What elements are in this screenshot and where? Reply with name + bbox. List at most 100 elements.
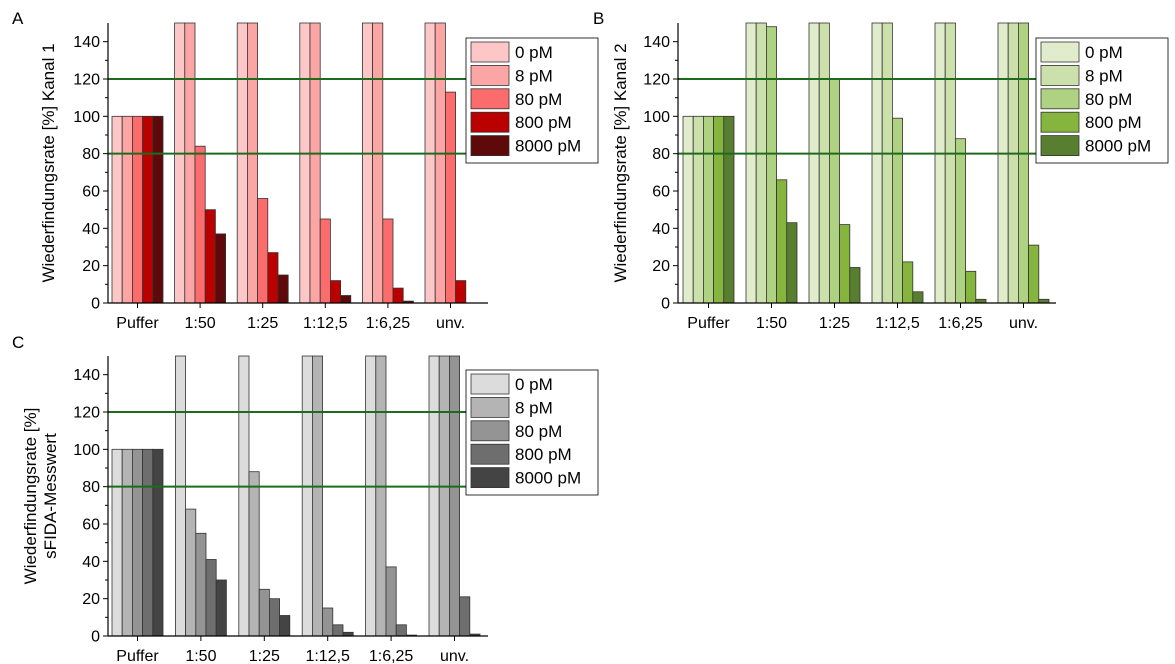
bar-8000pm-0 [723,115,735,304]
legend: 0 pM 8 pM 80 pM 800 pM 8000 pM [1035,37,1169,164]
bar-80pm-5 [448,355,460,637]
bar-80pm-3 [892,117,904,304]
x-tick-label: 1:50 [756,315,787,332]
legend-swatch [470,396,510,418]
bar-8pm-5 [1007,22,1019,304]
chart-panel-a: 0 20 40 60 80 100 120 140 Puffer 1:50 1:25 1:12,5 1:… [12,9,599,332]
legend-swatch [470,443,510,465]
bar-0pm-0 [111,115,123,304]
bar-800pm-2 [267,252,279,304]
y-axis-title-line: Wiederfindungsrate [%] [21,408,40,585]
bar-8000pm-3 [340,295,352,304]
bar-8pm-2 [246,22,258,304]
bar-0pm-3 [299,22,311,304]
legend-label: 8 pM [1085,66,1123,85]
y-tick-label: 20 [82,591,100,608]
x-tick-label: 1:50 [185,648,216,664]
y-tick-label: 80 [82,146,100,163]
legend: 0 pM 8 pM 80 pM 800 pM 8000 pM [465,369,599,496]
x-tick-label: Puffer [687,315,730,332]
legend-swatch [1040,111,1080,133]
bar-0pm-4 [365,355,377,637]
y-tick-label: 40 [82,554,100,571]
bar-0pm-4 [934,22,946,304]
legend-label: 0 pM [515,375,553,394]
legend-label: 800 pM [515,445,572,464]
x-tick-label: 1:25 [249,648,280,664]
bar-800pm-4 [392,287,404,304]
bar-8pm-2 [818,22,830,304]
y-tick-label: 0 [91,296,100,313]
x-tick-label: 1:6,25 [938,315,983,332]
y-tick-label: 100 [643,109,670,126]
bar-800pm-0 [142,115,154,304]
x-tick-label: 1:25 [819,315,850,332]
bar-800pm-1 [204,209,216,304]
bar-80pm-2 [258,588,270,637]
y-tick-label: 0 [91,629,100,646]
bar-800pm-2 [839,224,851,304]
bar-8000pm-2 [279,615,291,637]
bar-8pm-1 [184,22,196,304]
y-tick-label: 40 [82,221,100,238]
bar-0pm-0 [111,448,123,637]
x-tick-label: unv. [1009,315,1038,332]
bar-80pm-1 [766,26,778,304]
legend-label: 8000 pM [1085,137,1151,156]
bar-800pm-1 [776,179,788,304]
legend-swatch [470,373,510,395]
bar-800pm-0 [142,448,154,637]
chart-panel-c: 0 20 40 60 80 100 120 140 Puffer 1:50 1:25 1:12,5 1:… [12,333,599,664]
y-tick-label: 60 [652,184,670,201]
bar-0pm-1 [745,22,757,304]
y-tick-label: 140 [643,34,670,51]
bar-8000pm-1 [786,222,798,304]
bar-8pm-4 [372,22,384,304]
bar-8pm-0 [692,115,704,304]
legend-swatch [1040,135,1080,157]
y-tick-label: 80 [82,479,100,496]
bar-0pm-3 [301,355,313,637]
y-tick-label: 40 [652,221,670,238]
legend-swatch [1040,88,1080,110]
y-axis-title: Wiederfindungsrate [%] Kanal 2 [611,43,630,282]
y-tick-label: 140 [73,34,100,51]
bar-80pm-4 [382,218,394,304]
bar-80pm-5 [1018,22,1030,304]
bar-8pm-0 [121,115,133,304]
legend-swatch [1040,65,1080,86]
legend-swatch [470,65,510,86]
bar-8pm-4 [375,355,387,637]
bar-8000pm-3 [912,291,924,304]
bar-80pm-3 [319,218,331,304]
x-tick-label: 1:12,5 [305,648,350,664]
bar-0pm-2 [238,355,250,637]
y-tick-label: 60 [82,517,100,534]
x-tick-label: Puffer [116,648,159,664]
y-axis-title-line: sFIDA-Messwert [41,433,60,559]
panel-label: A [12,9,24,28]
legend-swatch [470,111,510,133]
panel-label: C [12,333,24,352]
bar-8pm-0 [121,448,133,637]
bar-0pm-1 [174,355,186,637]
legend-label: 800 pM [515,113,572,132]
y-tick-label: 20 [82,258,100,275]
y-tick-label: 20 [652,258,670,275]
x-tick-label: 1:12,5 [303,315,348,332]
x-tick-label: unv. [436,315,465,332]
legend-label: 8 pM [515,398,553,417]
x-tick-label: 1:25 [247,315,278,332]
bar-0pm-3 [871,22,883,304]
bar-0pm-2 [808,22,820,304]
y-tick-label: 80 [652,146,670,163]
bar-8000pm-0 [152,115,164,304]
bar-80pm-0 [131,115,143,304]
legend-swatch [470,88,510,110]
x-tick-label: 1:12,5 [875,315,920,332]
bar-0pm-1 [174,22,186,304]
bar-8pm-3 [881,22,893,304]
bar-0pm-5 [997,22,1009,304]
bar-8pm-3 [311,355,323,637]
legend-swatch [1040,41,1080,63]
